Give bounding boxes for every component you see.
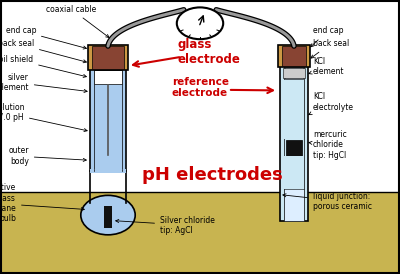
Bar <box>88 45 128 70</box>
Bar <box>284 80 304 139</box>
Text: coaxial cable: coaxial cable <box>46 5 109 38</box>
Text: glass
electrode: glass electrode <box>178 38 241 66</box>
Bar <box>284 189 304 221</box>
Text: outer
body: outer body <box>8 147 86 166</box>
Text: pH electrodes: pH electrodes <box>142 166 282 184</box>
Bar <box>90 47 126 171</box>
Circle shape <box>177 7 223 39</box>
Bar <box>284 156 304 189</box>
Text: back seal: back seal <box>311 39 349 58</box>
Text: silver
element: silver element <box>0 73 87 93</box>
Bar <box>90 169 126 173</box>
Text: mercuric
chloride
tip: HgCl: mercuric chloride tip: HgCl <box>309 130 346 159</box>
Bar <box>285 67 303 79</box>
Bar <box>280 47 308 221</box>
Bar <box>278 45 310 67</box>
Text: end cap: end cap <box>311 26 343 47</box>
Bar <box>94 47 122 171</box>
Bar <box>282 46 306 66</box>
Bar <box>94 70 122 84</box>
Bar <box>92 46 124 69</box>
Bar <box>286 140 302 156</box>
Text: back seal: back seal <box>0 39 86 63</box>
Text: KCl
electrolyte: KCl electrolyte <box>309 92 354 115</box>
Text: liquid junction:
porous ceramic: liquid junction: porous ceramic <box>283 192 372 211</box>
Bar <box>284 47 304 221</box>
Text: fill solution
KCl 7.0 pH: fill solution KCl 7.0 pH <box>0 103 87 132</box>
Text: reference
electrode: reference electrode <box>172 77 229 98</box>
Text: Silver chloride
tip: AgCl: Silver chloride tip: AgCl <box>116 216 215 235</box>
Text: foil shield: foil shield <box>0 55 86 78</box>
Text: end cap: end cap <box>6 26 86 49</box>
Bar <box>283 68 305 78</box>
Text: KCl
element: KCl element <box>309 57 344 76</box>
Text: sensitive
glass
membrane
bulb: sensitive glass membrane bulb <box>0 183 84 223</box>
Ellipse shape <box>81 195 135 235</box>
Bar <box>0 192 400 274</box>
Bar <box>104 206 112 228</box>
